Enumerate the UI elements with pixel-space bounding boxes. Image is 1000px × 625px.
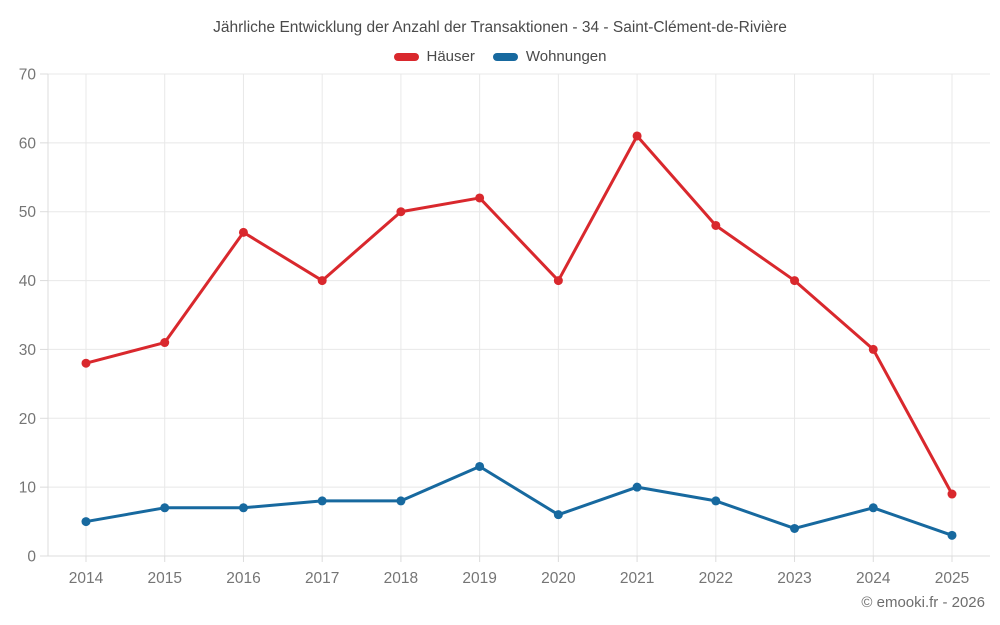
series-line-wohnungen	[84, 464, 954, 537]
data-point-wohnungen-2019	[475, 461, 485, 471]
series-line-häuser	[84, 134, 954, 496]
x-axis-label: 2014	[69, 570, 104, 587]
x-axis-label: 2023	[777, 570, 811, 587]
x-axis-label: 2025	[935, 570, 969, 587]
x-axis-label: 2019	[462, 570, 496, 587]
x-axis-label: 2024	[856, 570, 891, 587]
legend-item-haeuser[interactable]: Häuser	[393, 48, 475, 65]
data-point-wohnungen-2023	[790, 523, 800, 533]
data-point-häuser-2017	[317, 276, 327, 286]
x-axis-label: 2021	[620, 570, 654, 587]
copyright-credit: © emooki.fr - 2026	[861, 594, 985, 611]
y-axis-label: 10	[19, 480, 37, 497]
data-point-häuser-2023	[790, 276, 800, 286]
x-axis-label: 2015	[147, 570, 181, 587]
data-point-häuser-2024	[868, 344, 878, 354]
x-axis-label: 2017	[305, 570, 339, 587]
data-point-häuser-2020	[553, 276, 563, 286]
data-point-wohnungen-2016	[238, 503, 248, 513]
data-point-häuser-2016	[238, 227, 248, 237]
y-axis-label: 40	[19, 273, 37, 290]
x-axis-label: 2022	[699, 570, 733, 587]
data-point-häuser-2021	[632, 131, 642, 141]
data-point-wohnungen-2022	[711, 496, 721, 506]
y-axis-label: 30	[19, 342, 37, 359]
legend-swatch-haeuser-icon	[393, 52, 419, 61]
x-axis-label: 2020	[541, 570, 576, 587]
data-point-wohnungen-2021	[632, 482, 642, 492]
legend-item-wohnungen[interactable]: Wohnungen	[492, 48, 607, 65]
y-axis-label: 0	[27, 549, 36, 566]
legend-label-wohnungen: Wohnungen	[525, 48, 607, 65]
chart-title: Jährliche Entwicklung der Anzahl der Tra…	[213, 19, 787, 36]
data-point-häuser-2015	[160, 338, 170, 348]
data-point-wohnungen-2014	[81, 517, 91, 527]
legend-label-haeuser: Häuser	[426, 48, 475, 65]
data-point-wohnungen-2025	[947, 530, 957, 540]
y-axis-label: 20	[19, 411, 37, 428]
data-point-häuser-2014	[81, 358, 91, 368]
data-point-häuser-2019	[475, 193, 485, 203]
legend-swatch-wohnungen-icon	[492, 52, 518, 61]
x-axis-label: 2016	[226, 570, 260, 587]
y-axis-label: 50	[19, 204, 37, 221]
data-point-häuser-2025	[947, 489, 957, 499]
data-point-häuser-2018	[396, 207, 406, 217]
data-point-wohnungen-2015	[160, 503, 170, 513]
data-point-wohnungen-2024	[868, 503, 878, 513]
y-axis-label: 60	[19, 135, 37, 152]
data-point-wohnungen-2020	[553, 510, 563, 520]
data-point-häuser-2022	[711, 220, 721, 230]
data-point-wohnungen-2017	[317, 496, 327, 506]
y-axis-label: 70	[19, 67, 37, 84]
x-axis-label: 2018	[384, 570, 418, 587]
chart-legend: Häuser Wohnungen	[0, 48, 1000, 65]
data-point-wohnungen-2018	[396, 496, 406, 506]
